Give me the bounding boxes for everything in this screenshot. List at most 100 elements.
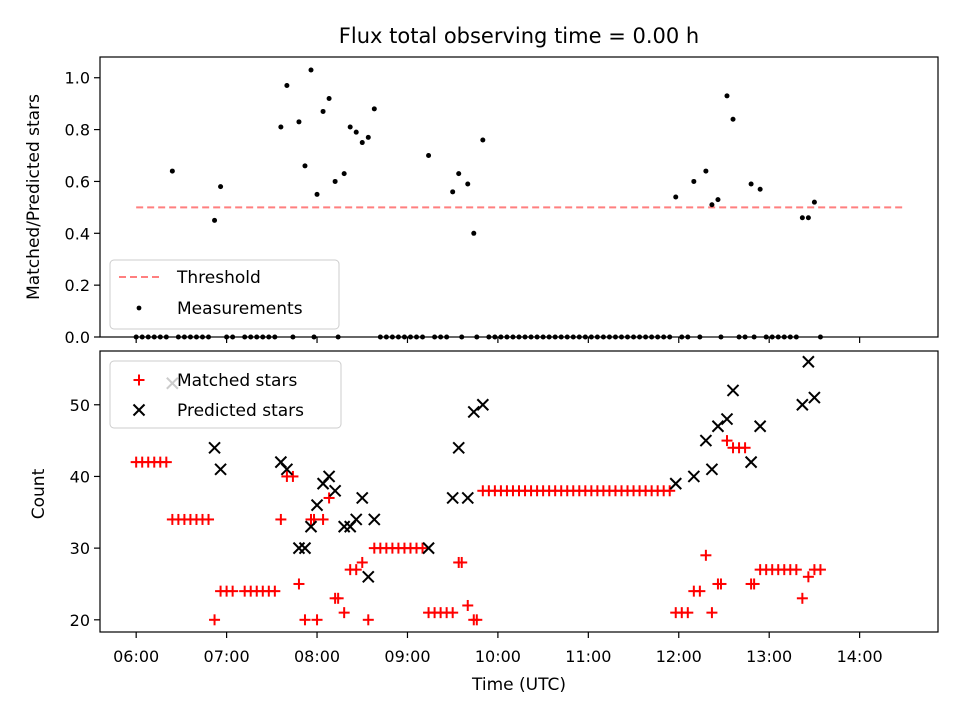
- bottom-x-tick-label: 10:00: [475, 647, 521, 666]
- measurement-point: [332, 178, 338, 184]
- bottom-y-tick-label: 40: [70, 467, 90, 486]
- bottom-x-tick-label: 09:00: [384, 647, 430, 666]
- measurements-legend-label: Measurements: [177, 299, 303, 319]
- matched-star-point: [311, 614, 323, 626]
- measurement-point: [353, 129, 359, 135]
- measurement-point: [347, 124, 353, 130]
- measurement-point: [302, 163, 308, 169]
- measurement-point: [673, 194, 679, 200]
- predicted-star-point: [711, 420, 725, 433]
- measurement-point: [471, 230, 477, 236]
- measurement-point: [730, 116, 736, 122]
- measurement-point: [757, 186, 763, 192]
- predicted-star-point: [687, 470, 701, 483]
- matched-star-point: [338, 607, 350, 619]
- predicted-star-point: [467, 405, 480, 419]
- predicted-star-point: [280, 463, 294, 476]
- measurement-point: [724, 93, 730, 99]
- matched-star-point: [739, 442, 751, 454]
- predicted-star-point: [356, 491, 369, 505]
- predicted-star-point: [208, 441, 221, 454]
- predicted-star-point: [422, 541, 435, 555]
- bottom-y-ticks: 20 30 40 50: [70, 396, 100, 630]
- predicted-star-point: [808, 391, 821, 404]
- matched-star-point: [694, 585, 706, 597]
- measurement-point: [811, 199, 817, 205]
- chart-title: Flux total observing time = 0.00 h: [339, 24, 699, 48]
- top-legend-box: [109, 259, 340, 330]
- predicted-legend-marker: [132, 403, 146, 417]
- top-x-ticks: [135, 337, 861, 343]
- bottom-legend: Matched stars Predicted stars: [109, 360, 342, 429]
- bottom-y-tick-label: 30: [70, 539, 90, 558]
- bottom-panel: 20 30 40 50 06:00 07:00 08:00 09:00 10:00 11:00 1…: [29, 350, 939, 695]
- measurement-point: [212, 217, 218, 223]
- predicted-star-point: [214, 463, 227, 476]
- predicted-star-point: [304, 520, 318, 533]
- bottom-y-axis-label: Count: [29, 468, 49, 519]
- measurement-point: [284, 83, 290, 89]
- matched-star-point: [748, 578, 760, 590]
- top-legend: Threshold Measurements: [109, 259, 340, 330]
- predicted-star-point: [802, 355, 815, 368]
- measurement-point: [748, 181, 754, 187]
- predicted-star-point: [720, 412, 734, 426]
- matched-star-point: [715, 578, 727, 590]
- measurement-point: [715, 197, 721, 203]
- bottom-x-tick-label: 13:00: [746, 647, 792, 666]
- top-y-tick-label: 0.6: [65, 172, 90, 191]
- matched-star-point: [447, 607, 459, 619]
- matched-star-point: [269, 585, 281, 597]
- measurement-point: [320, 108, 326, 114]
- bottom-x-tick-label: 12:00: [656, 647, 702, 666]
- predicted-star-point: [452, 441, 465, 454]
- matched-legend-label: Matched stars: [177, 371, 297, 391]
- matched-star-point: [209, 614, 221, 626]
- top-y-tick-label: 0.4: [65, 224, 90, 243]
- bottom-legend-box: [109, 360, 342, 429]
- measurement-point: [799, 215, 805, 221]
- predicted-star-point: [753, 420, 767, 433]
- bottom-x-tick-label: 11:00: [565, 647, 611, 666]
- top-panel: 0.0 0.2 0.4 0.6 0.8 1.0 Matched/Predicted sta…: [24, 56, 939, 347]
- matched-star-point: [417, 542, 429, 554]
- matched-star-point: [356, 556, 368, 568]
- measurement-point: [450, 189, 456, 195]
- threshold-legend-label: Threshold: [176, 268, 261, 288]
- predicted-star-point: [298, 541, 312, 555]
- matched-star-point: [323, 492, 335, 504]
- predicted-star-point: [350, 513, 363, 526]
- matched-star-point: [682, 607, 694, 619]
- measurement-point: [709, 202, 715, 208]
- predicted-star-point: [461, 491, 474, 505]
- measurement-point: [703, 168, 709, 174]
- matched-star-point: [227, 585, 239, 597]
- measurement-point: [326, 95, 332, 101]
- measurement-point: [371, 106, 377, 112]
- predicted-star-point: [726, 384, 740, 397]
- measurement-point: [218, 184, 224, 190]
- matched-star-point: [203, 513, 215, 525]
- matched-star-point: [802, 571, 814, 583]
- predicted-star-point: [796, 398, 809, 411]
- top-y-tick-label: 1.0: [65, 69, 90, 88]
- top-y-tick-label: 0.0: [65, 328, 90, 347]
- matched-star-point: [317, 513, 329, 525]
- matched-star-point: [814, 564, 826, 576]
- measurement-point: [314, 191, 320, 197]
- matched-star-point: [160, 456, 172, 468]
- predicted-star-point: [322, 470, 336, 483]
- matched-star-point: [471, 614, 483, 626]
- matched-star-point: [275, 513, 287, 525]
- predicted-star-point: [310, 498, 324, 512]
- predicted-star-point: [446, 491, 459, 505]
- matched-star-point: [721, 435, 733, 447]
- predicted-star-point: [368, 513, 381, 526]
- top-axes-frame: [99, 56, 939, 338]
- bottom-x-axis-label: Time (UTC): [471, 675, 566, 695]
- matched-star-point: [332, 592, 344, 604]
- predicted-star-point: [362, 570, 375, 584]
- predicted-star-point: [744, 455, 758, 469]
